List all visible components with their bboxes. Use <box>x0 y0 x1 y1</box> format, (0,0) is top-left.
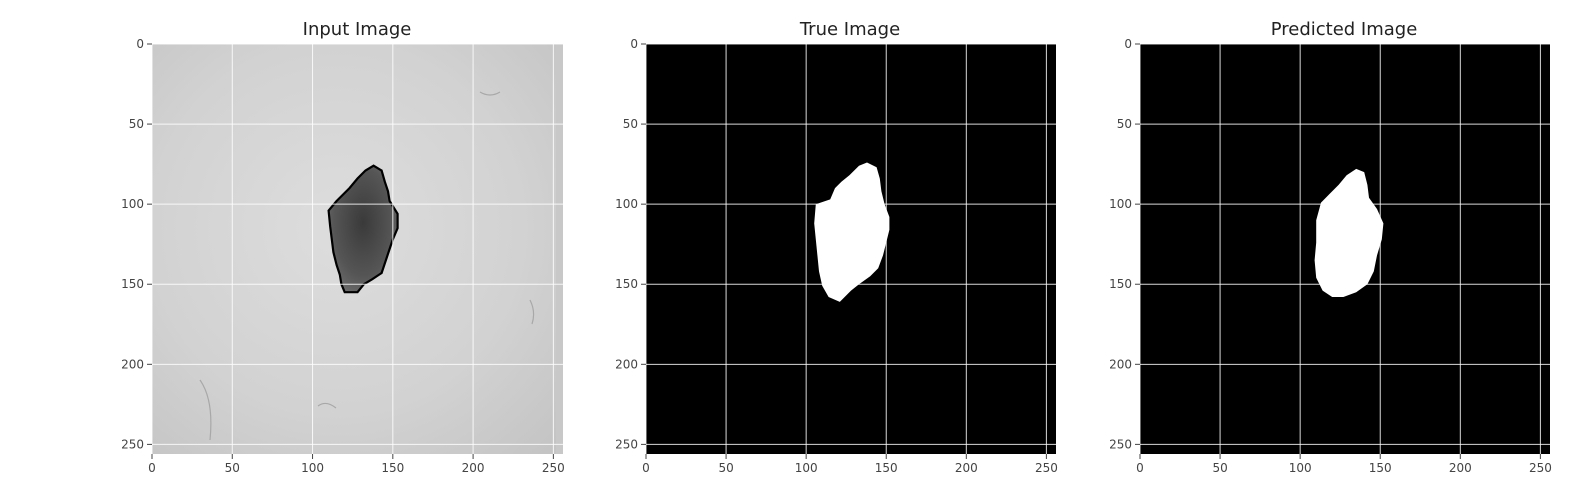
x-tick-label: 0 <box>1136 461 1144 475</box>
panel-title: Input Image <box>303 19 412 40</box>
y-tick-label: 50 <box>129 117 144 131</box>
x-tick-label: 200 <box>955 461 978 475</box>
x-tick-label: 100 <box>301 461 324 475</box>
panel-true: True Image 0 50 100 150 200 250 0 50 100 150 200 25… <box>615 19 1058 475</box>
x-tick-label: 200 <box>1449 461 1472 475</box>
y-tick-label: 50 <box>623 117 638 131</box>
x-tick-label: 0 <box>148 461 156 475</box>
y-tick-label: 150 <box>121 277 144 291</box>
x-tick-label: 100 <box>1289 461 1312 475</box>
panel-title: Predicted Image <box>1271 19 1418 40</box>
x-tick-label: 150 <box>381 461 404 475</box>
panel-input: Input Image 0 50 100 150 200 250 0 50 100 150 200 2… <box>121 19 565 475</box>
y-tick-label: 200 <box>121 357 144 371</box>
y-tick-label: 100 <box>1109 197 1132 211</box>
panel-title: True Image <box>799 19 900 40</box>
y-tick-label: 0 <box>1124 37 1132 51</box>
y-tick-label: 150 <box>1109 277 1132 291</box>
y-tick-label: 250 <box>1109 437 1132 451</box>
x-tick-label: 250 <box>542 461 565 475</box>
y-tick-label: 250 <box>615 437 638 451</box>
y-tick-label: 100 <box>615 197 638 211</box>
x-tick-label: 250 <box>1529 461 1552 475</box>
y-tick-label: 0 <box>630 37 638 51</box>
x-tick-label: 250 <box>1035 461 1058 475</box>
y-tick-label: 50 <box>1117 117 1132 131</box>
x-tick-label: 50 <box>1212 461 1227 475</box>
x-tick-label: 150 <box>875 461 898 475</box>
x-tick-label: 150 <box>1369 461 1392 475</box>
y-tick-label: 250 <box>121 437 144 451</box>
x-tick-label: 0 <box>642 461 650 475</box>
x-tick-label: 50 <box>718 461 733 475</box>
x-tick-label: 50 <box>225 461 240 475</box>
y-tick-label: 200 <box>1109 357 1132 371</box>
x-tick-label: 100 <box>795 461 818 475</box>
x-tick-label: 200 <box>462 461 485 475</box>
y-tick-label: 150 <box>615 277 638 291</box>
panel-predicted: Predicted Image 0 50 100 150 200 250 0 50 100 150… <box>1109 19 1552 475</box>
y-tick-label: 0 <box>136 37 144 51</box>
y-tick-label: 100 <box>121 197 144 211</box>
y-tick-label: 200 <box>615 357 638 371</box>
image-edge-artifact <box>556 44 563 454</box>
